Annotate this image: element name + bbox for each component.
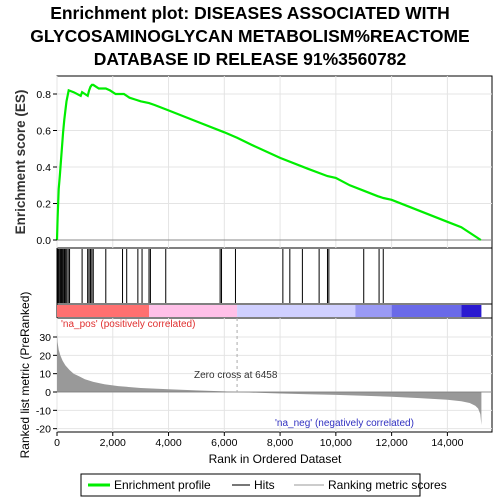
metric-tick-label: -20 — [36, 424, 51, 436]
es-tick-label: 0.2 — [36, 199, 51, 211]
pos-correlated-label: 'na_pos' (positively correlated) — [61, 319, 195, 330]
x-tick-label: 10,000 — [320, 437, 352, 449]
metric-tick-label: 10 — [39, 369, 51, 381]
series-line-enrichment-profile — [55, 83, 482, 241]
x-tick-label: 2,000 — [100, 437, 126, 449]
x-tick-label: 8,000 — [267, 437, 293, 449]
chart-title-line-2: GLYCOSAMINOGLYCAN METABOLISM%REACTOME — [30, 26, 469, 46]
color-bar-segment — [461, 305, 482, 317]
x-tick-label: 0 — [54, 437, 60, 449]
es-tick-label: 0.0 — [36, 235, 51, 247]
chart-title-line-1: Enrichment plot: DISEASES ASSOCIATED WIT… — [50, 3, 450, 23]
chart-title-line-3: DATABASE ID RELEASE 91%3560782 — [94, 49, 407, 69]
color-bar-segment — [57, 305, 150, 317]
x-tick-label: 14,000 — [431, 437, 463, 449]
ranking-metric-area — [57, 318, 492, 425]
metric-tick-label: 0 — [45, 387, 51, 399]
color-bar-segment — [237, 305, 356, 317]
metric-axis-label: Ranked list metric (PreRanked) — [18, 292, 32, 459]
es-tick-label: 0.8 — [36, 89, 51, 101]
zero-cross-label: Zero cross at 6458 — [194, 370, 278, 381]
enrichment-profile-line — [55, 83, 492, 241]
color-bar-segment — [149, 305, 238, 317]
color-bar-segment — [391, 305, 462, 317]
legend-label: Hits — [254, 478, 275, 492]
es-tick-label: 0.6 — [36, 126, 51, 138]
axis-ticks: 0.0 0.2 0.4 0.6 0.8 -20 -10 0 10 20 30 0 2,000 4,000 6… — [36, 89, 464, 449]
legend-label: Enrichment profile — [114, 478, 211, 492]
x-axis-label: Rank in Ordered Dataset — [209, 452, 342, 466]
legend-box — [80, 473, 421, 497]
color-bar-segment — [355, 305, 392, 317]
metric-tick-label: 30 — [39, 332, 51, 344]
hits-panel — [56, 247, 493, 305]
x-tick-label: 12,000 — [376, 437, 408, 449]
legend: Enrichment profile Hits Ranking metric sco… — [88, 478, 447, 492]
neg-correlated-label: 'na_neg' (negatively correlated) — [275, 418, 414, 429]
x-tick-label: 6,000 — [211, 437, 237, 449]
ranking-color-bar — [57, 305, 482, 317]
metric-tick-label: -10 — [36, 405, 51, 417]
metric-tick-label: 20 — [39, 350, 51, 362]
x-tick-label: 4,000 — [155, 437, 181, 449]
es-tick-label: 0.4 — [36, 162, 51, 174]
hit-marks — [57, 249, 384, 303]
legend-label: Ranking metric scores — [328, 478, 447, 492]
es-axis-label: Enrichment score (ES) — [13, 90, 28, 235]
es-panel — [56, 75, 493, 249]
